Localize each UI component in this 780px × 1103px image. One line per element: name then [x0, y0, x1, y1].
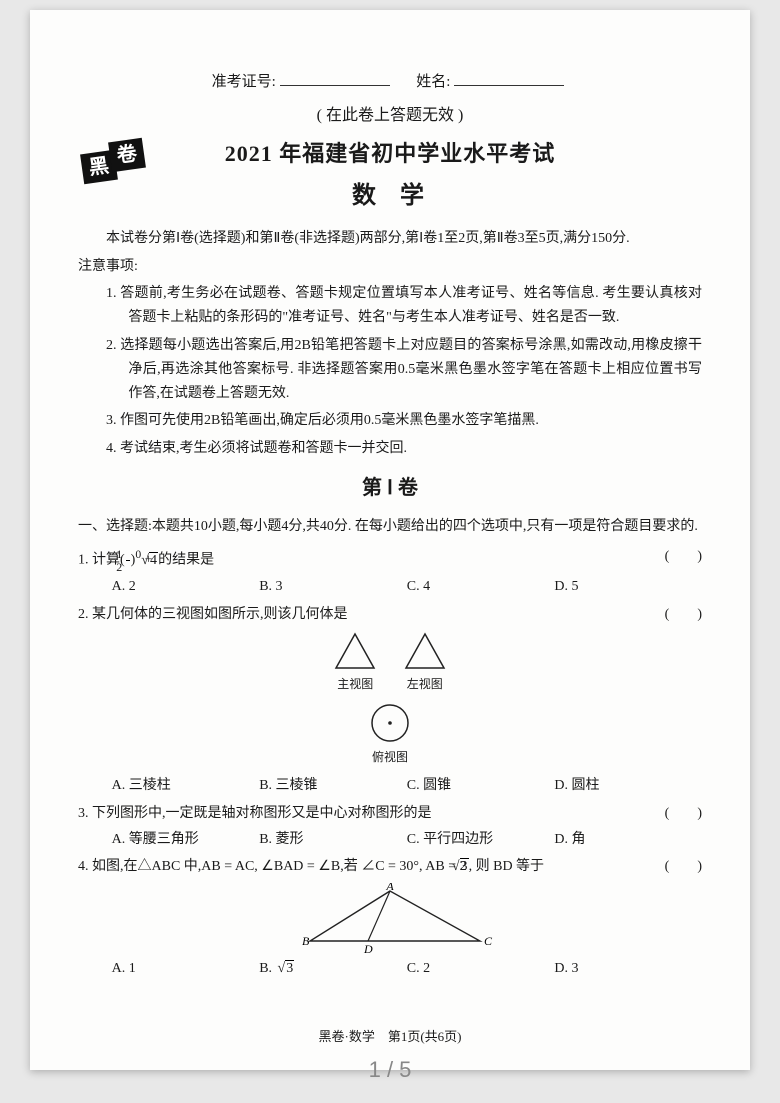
- header-warning: ( 在此卷上答题无效 ): [78, 102, 702, 129]
- q2-stem: 2. 某几何体的三视图如图所示,则该几何体是 ( ): [78, 603, 702, 627]
- q1-opt-a: A. 2: [112, 575, 260, 599]
- triangle-icon: [400, 630, 450, 672]
- header-ids: 准考证号: 姓名:: [78, 70, 702, 96]
- q3-text: 下列图形中,一定既是轴对称图形又是中心对称图形的是: [92, 806, 432, 821]
- q4-figure: A B C D: [78, 883, 702, 953]
- q2-top-label: 俯视图: [368, 747, 412, 767]
- q2-top-view: 俯视图: [368, 701, 412, 767]
- q2-front-label: 主视图: [330, 674, 380, 694]
- viewer-page-counter: 1 / 5: [0, 1057, 780, 1083]
- intro-text: 本试卷分第Ⅰ卷(选择题)和第Ⅱ卷(非选择题)两部分,第Ⅰ卷1至2页,第Ⅱ卷3至5…: [78, 227, 702, 251]
- q2-figure-top: 俯视图: [78, 701, 702, 770]
- q2-paren: ( ): [681, 603, 702, 627]
- q2-side-label: 左视图: [400, 674, 450, 694]
- rule-item: 2. 选择题每小题选出答案后,用2B铅笔把答题卡上对应题目的答案标号涂黑,如需改…: [106, 334, 702, 405]
- circle-dot-icon: [368, 701, 412, 745]
- part1-title: 第 Ⅰ 卷: [78, 471, 702, 505]
- q4-stem: 4. 如图,在△ABC 中,AB = AC, ∠BAD = ∠B,若 ∠C = …: [78, 855, 702, 879]
- q3-num: 3.: [78, 806, 89, 821]
- q4-label-c: C: [484, 934, 493, 948]
- q1-frac: 12: [126, 548, 130, 573]
- stamp-juan: 卷: [108, 138, 146, 172]
- q4-suf: , 则 BD 等于: [469, 859, 544, 874]
- q3-opt-b: B. 菱形: [259, 828, 407, 852]
- q1-opt-b: B. 3: [259, 575, 407, 599]
- rule-item: 4. 考试结束,考生必须将试题卷和答题卡一并交回.: [106, 437, 702, 461]
- exam-title: 2021 年福建省初中学业水平考试: [78, 135, 702, 172]
- notes-label: 注意事项:: [78, 255, 702, 279]
- q1-options: A. 2 B. 3 C. 4 D. 5: [78, 575, 702, 599]
- rule-item: 3. 作图可先使用2B铅笔画出,确定后必须用0.5毫米黑色墨水签字笔描黑.: [106, 409, 702, 433]
- q1-stem: 1. 计算(12)0 + 4的结果是 ( ): [78, 545, 702, 573]
- q4-opt-a: A. 1: [112, 957, 260, 981]
- ticket-label: 准考证号:: [212, 74, 276, 90]
- q4-pre: 如图,在△ABC 中,AB = AC, ∠BAD = ∠B,若 ∠C = 30°…: [92, 859, 467, 874]
- q4-label-b: B: [302, 934, 310, 948]
- q2-opt-d: D. 圆柱: [554, 774, 702, 798]
- q1-sqrt: 4: [156, 549, 158, 573]
- q3-opt-c: C. 平行四边形: [407, 828, 555, 852]
- ticket-blank: [280, 71, 390, 86]
- q4-label-a: A: [385, 883, 394, 893]
- exam-page: 黑 卷 准考证号: 姓名: ( 在此卷上答题无效 ) 2021 年福建省初中学业…: [30, 10, 750, 1070]
- q3-opt-a: A. 等腰三角形: [112, 828, 260, 852]
- q2-opt-a: A. 三棱柱: [112, 774, 260, 798]
- q1-paren: ( ): [681, 545, 702, 569]
- q1-opt-d: D. 5: [554, 575, 702, 599]
- name-blank: [454, 71, 564, 86]
- rules-list: 1. 答题前,考生务必在试题卷、答题卡规定位置填写本人准考证号、姓名等信息. 考…: [106, 282, 702, 461]
- q2-options: A. 三棱柱 B. 三棱锥 C. 圆锥 D. 圆柱: [78, 774, 702, 798]
- question-4: 4. 如图,在△ABC 中,AB = AC, ∠BAD = ∠B,若 ∠C = …: [78, 855, 702, 981]
- q1-opt-c: C. 4: [407, 575, 555, 599]
- q2-opt-c: C. 圆锥: [407, 774, 555, 798]
- q3-paren: ( ): [681, 802, 702, 826]
- exam-subject: 数学: [78, 176, 702, 217]
- q2-num: 2.: [78, 607, 89, 622]
- q2-opt-b: B. 三棱锥: [259, 774, 407, 798]
- q4-options: A. 1 B. 3 C. 2 D. 3: [78, 957, 702, 981]
- q4-num: 4.: [78, 859, 89, 874]
- q3-opt-d: D. 角: [554, 828, 702, 852]
- question-2: 2. 某几何体的三视图如图所示,则该几何体是 ( ) 主视图 左视图 俯视图 A…: [78, 603, 702, 798]
- name-label: 姓名:: [416, 74, 450, 90]
- q1-num: 1.: [78, 553, 89, 568]
- q2-text: 某几何体的三视图如图所示,则该几何体是: [92, 607, 348, 622]
- q1-suf: 的结果是: [158, 553, 214, 568]
- question-1: 1. 计算(12)0 + 4的结果是 ( ) A. 2 B. 3 C. 4 D.…: [78, 545, 702, 599]
- page-footer: 黑卷·数学 第1页(共6页): [30, 1026, 750, 1048]
- q4-paren: ( ): [681, 855, 702, 879]
- stamp-badge: 黑 卷: [82, 140, 146, 186]
- q3-options: A. 等腰三角形 B. 菱形 C. 平行四边形 D. 角: [78, 828, 702, 852]
- q2-side-view: 左视图: [400, 630, 450, 694]
- rule-item: 1. 答题前,考生务必在试题卷、答题卡规定位置填写本人准考证号、姓名等信息. 考…: [106, 282, 702, 330]
- triangle-abc-icon: A B C D: [280, 883, 500, 953]
- q4-opt-c: C. 2: [407, 957, 555, 981]
- q4-opt-b: B. 3: [259, 957, 407, 981]
- section1-head: 一、选择题:本题共10小题,每小题4分,共40分. 在每小题给出的四个选项中,只…: [78, 515, 702, 539]
- q2-front-view: 主视图: [330, 630, 380, 694]
- question-3: 3. 下列图形中,一定既是轴对称图形又是中心对称图形的是 ( ) A. 等腰三角…: [78, 802, 702, 852]
- q4-label-d: D: [363, 942, 373, 953]
- q2-figure-views: 主视图 左视图: [78, 630, 702, 697]
- q4-opt-d: D. 3: [554, 957, 702, 981]
- triangle-icon: [330, 630, 380, 672]
- q4-sqrt: 3: [467, 855, 469, 879]
- q3-stem: 3. 下列图形中,一定既是轴对称图形又是中心对称图形的是 ( ): [78, 802, 702, 826]
